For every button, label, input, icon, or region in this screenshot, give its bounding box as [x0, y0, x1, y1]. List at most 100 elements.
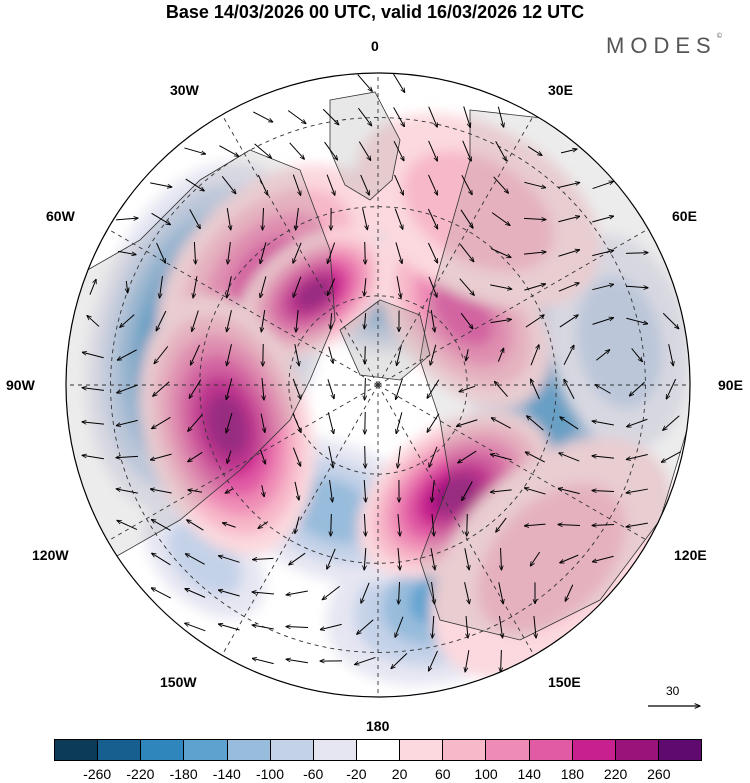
wind-arrow: [466, 615, 468, 638]
wind-arrow: [494, 381, 508, 397]
wind-arrow: [296, 208, 299, 230]
wind-arrow: [150, 182, 172, 187]
wind-arrow: [461, 175, 472, 194]
wind-arrow: [253, 558, 274, 559]
wind-arrow: [185, 178, 205, 191]
wind-arrow: [558, 250, 579, 257]
wind-arrow: [558, 216, 579, 223]
colorbar-swatch: [443, 739, 487, 761]
wind-arrow: [226, 412, 233, 433]
wind-arrow: [82, 352, 104, 359]
wind-arrow: [462, 481, 473, 500]
wind-arrow: [365, 445, 366, 468]
lon-label-60w: 60W: [46, 208, 75, 224]
wind-arrow: [82, 388, 104, 391]
wind-arrow: [358, 141, 370, 161]
lon-label-120e: 120E: [674, 547, 707, 563]
copyright-mark: ©: [716, 33, 722, 40]
wind-arrow: [490, 454, 512, 461]
wind-arrow: [293, 276, 302, 298]
wind-arrow: [260, 413, 265, 433]
brand-logo: MODES©: [606, 33, 722, 59]
wind-arrow: [218, 624, 240, 631]
wind-arrow: [260, 242, 267, 263]
wind-arrow: [563, 345, 574, 366]
lon-label-90e: 90E: [718, 377, 743, 393]
colorbar-swatch: [658, 739, 703, 761]
wind-arrow: [592, 421, 614, 426]
wind-arrow: [559, 315, 578, 328]
wind-arrow: [257, 174, 267, 195]
chart-title: Base 14/03/2026 00 UTC, valid 16/03/2026…: [165, 2, 585, 22]
wind-arrow: [252, 592, 274, 594]
wind-arrow: [395, 242, 402, 263]
wind-arrow: [364, 278, 366, 296]
wind-arrow: [428, 140, 438, 161]
vector-scale-label: 30: [666, 684, 680, 698]
wind-arrow: [626, 317, 647, 323]
wind-arrow: [327, 278, 336, 295]
wind-arrow: [294, 344, 299, 366]
wind-arrow: [625, 253, 648, 254]
wind-arrow: [292, 413, 301, 432]
wind-arrow: [524, 488, 546, 495]
wind-arrow: [116, 456, 139, 457]
wind-arrow: [364, 547, 366, 570]
wind-arrow: [254, 143, 272, 158]
wind-arrow: [327, 379, 334, 399]
colorbar-swatch: [486, 739, 530, 761]
wind-arrow: [357, 107, 371, 126]
wind-arrow: [490, 319, 512, 324]
wind-arrow: [185, 554, 205, 565]
colorbar-tick-label: 180: [560, 766, 585, 782]
wind-arrow: [82, 422, 104, 424]
wind-arrow: [289, 142, 305, 159]
wind-arrow: [331, 513, 332, 536]
wind-arrow: [427, 379, 440, 399]
wind-arrow: [357, 619, 374, 635]
lon-label-30w: 30W: [170, 82, 199, 98]
colorbar-tick-label: 20: [391, 766, 408, 782]
wind-arrow: [427, 208, 437, 229]
wind-arrow: [227, 450, 232, 464]
wind-arrow: [328, 346, 333, 364]
wind-arrow: [293, 242, 302, 263]
wind-arrow: [262, 378, 264, 400]
anomaly-contour: [295, 277, 333, 310]
wind-arrow: [320, 623, 342, 629]
wind-arrow: [393, 140, 404, 161]
wind-arrow: [398, 581, 399, 604]
wind-arrow: [154, 346, 169, 363]
wind-arrow: [496, 517, 507, 532]
wind-arrow: [592, 318, 614, 325]
wind-arrow: [467, 513, 468, 536]
wind-arrow: [151, 520, 171, 531]
colorbar-tick-label: 100: [474, 766, 498, 782]
wind-arrow: [629, 381, 645, 396]
wind-arrow: [493, 176, 509, 193]
lon-label-150e: 150E: [548, 674, 581, 690]
wind-arrow: [115, 218, 138, 220]
wind-arrow: [188, 490, 203, 492]
wind-arrow: [263, 207, 264, 230]
colorbar-swatch: [356, 739, 401, 761]
wind-arrow: [462, 140, 471, 161]
wind-arrow: [524, 284, 545, 291]
wind-arrow: [560, 417, 579, 430]
wind-arrow: [226, 378, 233, 399]
wind-arrow: [156, 310, 167, 331]
wind-arrow: [663, 415, 680, 431]
wind-arrow: [491, 418, 511, 429]
wind-arrow: [218, 590, 240, 597]
wind-arrow: [459, 244, 474, 261]
wind-arrow: [184, 147, 205, 154]
wind-arrow: [430, 548, 435, 570]
wind-arrow: [393, 107, 405, 126]
wind-arrow: [527, 146, 542, 156]
wind-arrow: [523, 218, 546, 219]
wind-arrow: [527, 416, 544, 431]
wind-arrow: [292, 378, 301, 399]
wind-arrow: [364, 479, 366, 502]
wind-arrow: [497, 348, 503, 362]
